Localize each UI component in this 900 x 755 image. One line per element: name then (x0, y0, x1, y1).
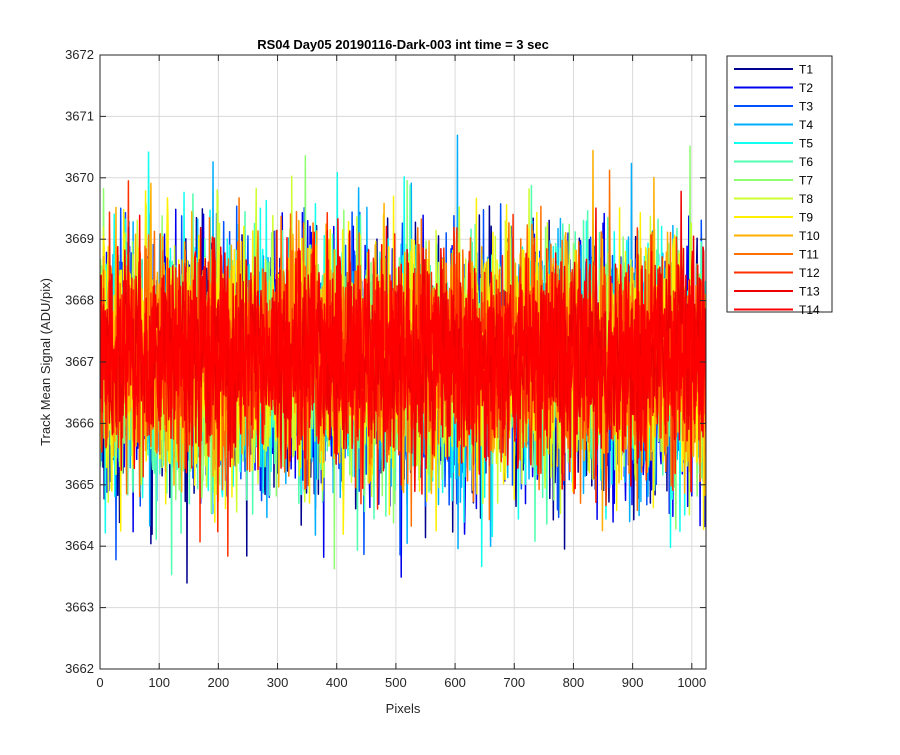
x-tick-label: 1000 (677, 675, 706, 690)
legend-label-t14: T14 (799, 303, 820, 317)
x-tick-label: 200 (208, 675, 230, 690)
y-tick-label: 3662 (65, 661, 94, 676)
x-tick-label: 600 (444, 675, 466, 690)
x-tick-label: 700 (503, 675, 525, 690)
legend: T1 T2 T3 T4 T5 T6 T7 T8 T9 T10 T11 T12 T13 T14 (726, 55, 833, 317)
x-tick-label: 300 (267, 675, 289, 690)
x-tick-label: 900 (622, 675, 644, 690)
x-tick-label: 0 (96, 675, 103, 690)
legend-label-t4: T4 (799, 118, 813, 132)
legend-label-t3: T3 (799, 100, 813, 114)
ticks: 0 100 200 300 400 500 600 700 800 900 1000 3662 3663… (65, 47, 706, 690)
y-tick-label: 3665 (65, 477, 94, 492)
legend-label-t2: T2 (799, 81, 813, 95)
series-lines (100, 134, 706, 584)
y-tick-label: 3669 (65, 231, 94, 246)
legend-label-t1: T1 (799, 63, 813, 77)
y-tick-label: 3663 (65, 600, 94, 615)
x-tick-label: 100 (148, 675, 170, 690)
y-tick-label: 3672 (65, 47, 94, 62)
legend-label-t8: T8 (799, 192, 813, 206)
x-tick-label: 800 (563, 675, 585, 690)
legend-label-t6: T6 (799, 155, 813, 169)
y-tick-label: 3664 (65, 538, 94, 553)
y-tick-label: 3668 (65, 293, 94, 308)
legend-label-t11: T11 (799, 248, 819, 262)
x-axis-label: Pixels (386, 701, 421, 716)
legend-label-t9: T9 (799, 211, 813, 225)
y-tick-label: 3666 (65, 415, 94, 430)
legend-label-t13: T13 (799, 285, 820, 299)
legend-box (726, 55, 833, 313)
legend-label-t10: T10 (799, 229, 820, 243)
series-line-t13 (100, 190, 706, 495)
x-tick-label: 400 (326, 675, 348, 690)
y-tick-label: 3671 (65, 108, 94, 123)
chart-title: RS04 Day05 20190116-Dark-003 int time = … (257, 37, 549, 52)
x-tick-label: 500 (385, 675, 407, 690)
y-tick-label: 3670 (65, 170, 94, 185)
legend-label-t7: T7 (799, 174, 813, 188)
y-tick-label: 3667 (65, 354, 94, 369)
y-axis-label: Track Mean Signal (ADU/pix) (38, 278, 53, 446)
legend-label-t12: T12 (799, 266, 820, 280)
legend-label-t5: T5 (799, 137, 813, 151)
series-line-t14 (100, 214, 706, 493)
